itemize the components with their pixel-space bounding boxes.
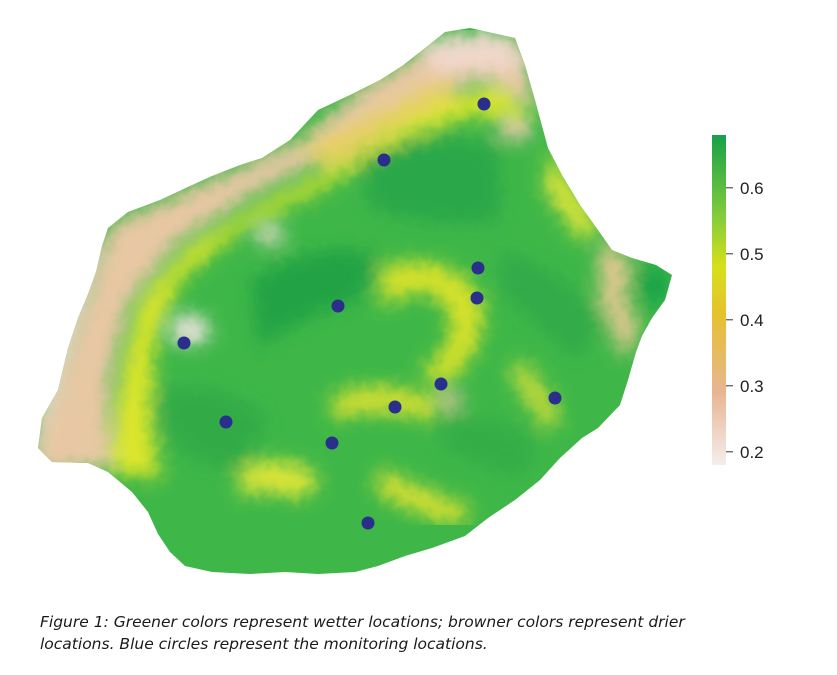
monitoring-location-9 (388, 400, 402, 414)
legend-tick-label: 0.6 (740, 179, 764, 198)
monitoring-location-6 (177, 336, 191, 350)
monitoring-location-10 (219, 415, 233, 429)
moisture-raster (38, 28, 672, 574)
monitoring-location-11 (325, 436, 339, 450)
monitoring-location-7 (434, 377, 448, 391)
monitoring-location-3 (471, 261, 485, 275)
legend-tick-label: 0.2 (740, 443, 764, 462)
figure-caption: Figure 1: Greener colors represent wette… (40, 611, 800, 655)
legend-tick-label: 0.4 (740, 311, 764, 330)
monitoring-location-5 (331, 299, 345, 313)
legend-tick-label: 0.3 (740, 377, 764, 396)
caption-line-1: Figure 1: Greener colors represent wette… (40, 613, 685, 631)
caption-line-2: locations. Blue circles represent the mo… (40, 635, 488, 653)
monitoring-location-8 (548, 391, 562, 405)
monitoring-location-1 (477, 97, 491, 111)
moisture-map-figure: 0.6 0.5 0.4 0.3 0.2 (38, 28, 764, 574)
moisture-legend: 0.6 0.5 0.4 0.3 0.2 (712, 135, 764, 465)
legend-tick-label: 0.5 (740, 245, 764, 264)
monitoring-location-4 (470, 291, 484, 305)
monitoring-location-2 (377, 153, 391, 167)
monitoring-locations (177, 97, 562, 530)
monitoring-location-12 (361, 516, 375, 530)
legend-colorbar (712, 135, 726, 465)
legend-ticks: 0.6 0.5 0.4 0.3 0.2 (726, 179, 764, 462)
